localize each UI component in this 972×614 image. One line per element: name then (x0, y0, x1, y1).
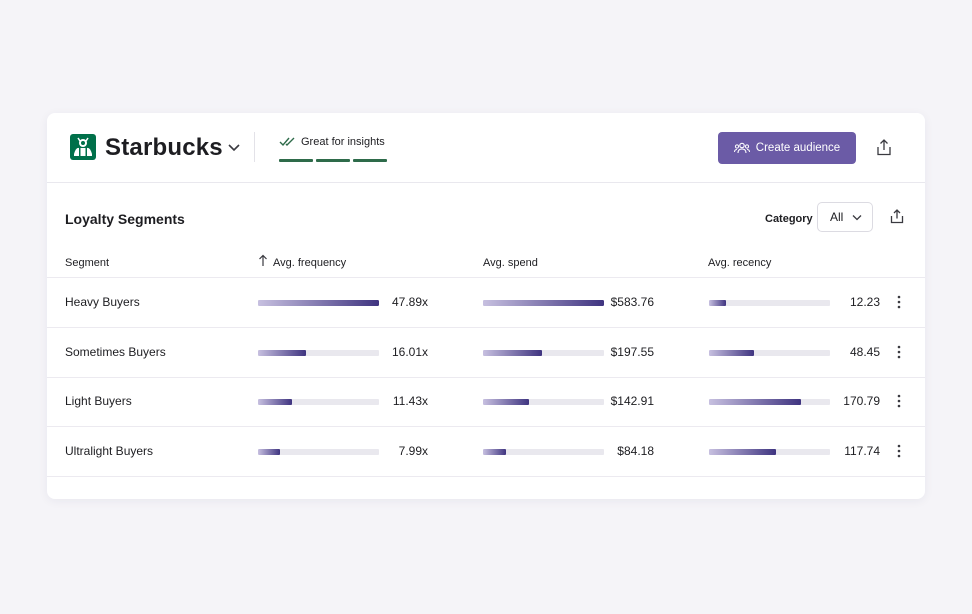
segment-name: Light Buyers (65, 394, 132, 408)
column-header-segment[interactable]: Segment (65, 257, 110, 269)
recency-value: 12.23 (849, 295, 880, 309)
recency-value: 170.79 (843, 394, 880, 408)
frequency-value: 16.01x (391, 344, 428, 359)
kebab-menu-icon[interactable] (896, 444, 902, 458)
table-row[interactable]: Sometimes Buyers 16.01x $197.55 48.45 (47, 328, 925, 378)
recency-bar-fill (709, 300, 726, 306)
spend-value: $197.55 (610, 344, 654, 359)
spend-value: $583.76 (610, 295, 654, 309)
recency-bar-track (709, 349, 830, 356)
table-row[interactable]: Ultralight Buyers 7.99x $84.18 117.74 (47, 427, 925, 477)
divider (254, 132, 255, 162)
arrow-up-icon[interactable] (258, 254, 268, 267)
frequency-value: 47.89x (391, 295, 428, 309)
strength-bar (279, 159, 313, 162)
column-header-frequency[interactable]: Avg. frequency (273, 257, 347, 269)
frequency-bar-fill (258, 349, 307, 356)
recency-value: 117.74 (844, 443, 880, 458)
brand-name: Starbucks (105, 134, 223, 161)
recency-bar-track (709, 399, 830, 405)
table-row[interactable]: Light Buyers 11.43x $142.91 170.79 (47, 377, 925, 427)
chevron-down-icon (852, 214, 862, 220)
share-icon[interactable] (890, 209, 904, 224)
category-label: Category (765, 213, 813, 225)
share-icon[interactable] (876, 139, 892, 156)
frequency-bar-track (258, 399, 379, 405)
segment-name: Sometimes Buyers (65, 344, 166, 359)
frequency-bar-track (258, 300, 379, 306)
frequency-value: 7.99x (398, 443, 428, 458)
spend-bar-fill (483, 300, 604, 306)
frequency-bar-track (258, 448, 379, 455)
recency-bar-fill (709, 448, 776, 455)
frequency-bar-fill (258, 399, 292, 405)
strength-bar (353, 159, 387, 162)
frequency-bar-fill (258, 300, 379, 306)
spend-value: $84.18 (617, 443, 654, 458)
spend-bar-fill (483, 399, 529, 405)
create-audience-label: Create audience (755, 142, 841, 154)
insight-strength-bars (279, 159, 389, 162)
spend-bar-track (483, 399, 604, 405)
category-value: All (830, 210, 844, 224)
recency-value: 48.45 (849, 344, 880, 359)
recency-bar-track (709, 448, 830, 455)
frequency-bar-track (258, 349, 379, 356)
recency-bar-fill (709, 349, 754, 356)
section-title: Loyalty Segments (65, 211, 185, 227)
strength-bar (316, 159, 350, 162)
table-header-divider (47, 277, 925, 278)
frequency-bar-fill (258, 448, 280, 455)
table-row[interactable]: Heavy Buyers 47.89x $583.76 12.23 (47, 278, 925, 328)
card-header: Starbucks Great for insights (47, 113, 925, 183)
segment-name: Ultralight Buyers (65, 443, 154, 458)
chevron-down-icon[interactable] (227, 143, 241, 153)
column-header-recency[interactable]: Avg. recency (708, 257, 772, 269)
starbucks-logo-icon (70, 134, 96, 160)
kebab-menu-icon[interactable] (896, 295, 902, 309)
spend-bar-fill (483, 448, 506, 455)
double-check-icon (279, 137, 295, 147)
create-audience-button[interactable]: Create audience (718, 132, 856, 164)
column-header-spend[interactable]: Avg. spend (483, 257, 538, 269)
spend-bar-track (483, 448, 604, 455)
users-icon (733, 142, 750, 154)
kebab-menu-icon[interactable] (896, 394, 902, 408)
kebab-menu-icon[interactable] (896, 345, 902, 359)
spend-value: $142.91 (610, 394, 654, 408)
spend-bar-fill (483, 349, 543, 356)
spend-bar-track (483, 300, 604, 306)
loyalty-card: Starbucks Great for insights (47, 113, 925, 499)
recency-bar-track (709, 300, 830, 306)
frequency-value: 11.43x (392, 394, 428, 408)
segment-name: Heavy Buyers (65, 295, 140, 309)
spend-bar-track (483, 349, 604, 356)
insight-label: Great for insights (301, 136, 385, 148)
recency-bar-fill (709, 399, 801, 405)
category-select[interactable]: All (817, 202, 873, 232)
